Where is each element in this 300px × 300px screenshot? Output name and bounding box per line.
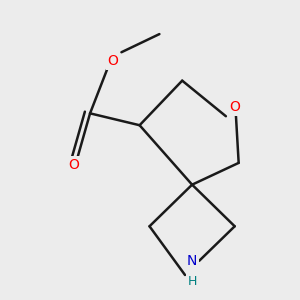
Text: O: O: [68, 158, 79, 172]
Text: O: O: [229, 100, 240, 114]
Text: O: O: [107, 54, 118, 68]
Text: N: N: [187, 254, 197, 268]
Text: H: H: [188, 275, 197, 288]
